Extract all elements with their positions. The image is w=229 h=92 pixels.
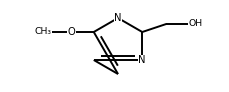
Text: N: N <box>114 13 121 23</box>
Text: CH₃: CH₃ <box>35 28 52 37</box>
Text: O: O <box>68 27 75 37</box>
Text: N: N <box>138 55 145 65</box>
Text: OH: OH <box>187 20 202 29</box>
